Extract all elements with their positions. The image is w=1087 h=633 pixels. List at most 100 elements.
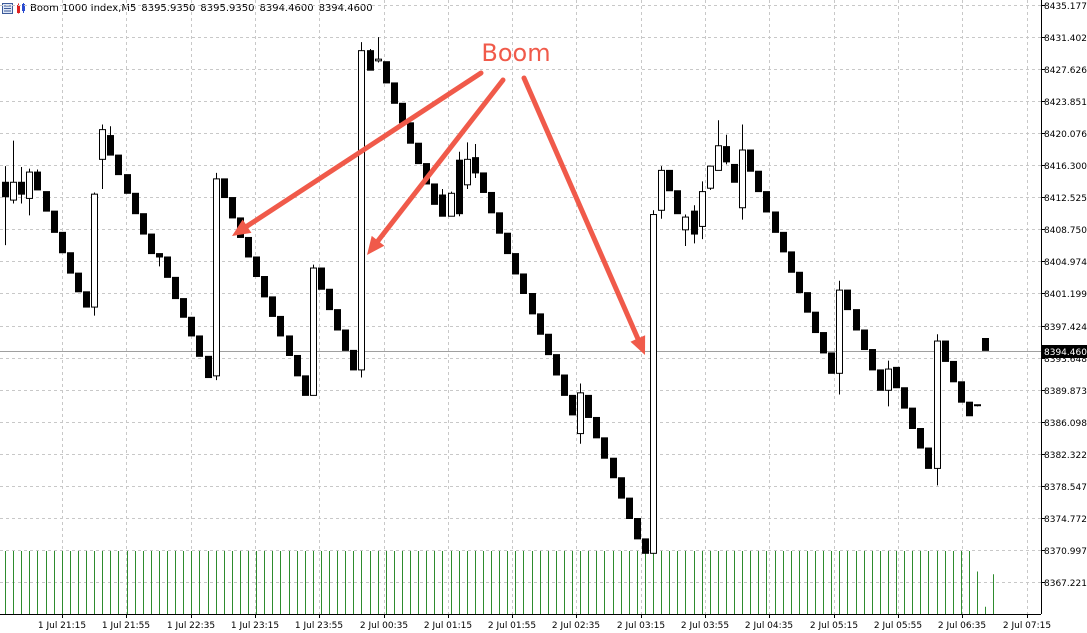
candle bbox=[950, 360, 957, 383]
candle bbox=[861, 329, 868, 351]
annotation-arrow-shaft bbox=[244, 70, 484, 229]
candle bbox=[245, 236, 252, 258]
candle-body bbox=[593, 416, 600, 439]
candle bbox=[958, 381, 965, 403]
candle bbox=[666, 169, 673, 192]
candle bbox=[140, 213, 147, 235]
candle bbox=[618, 477, 625, 499]
candle-body bbox=[682, 216, 689, 231]
candle-body bbox=[950, 360, 957, 383]
candle bbox=[844, 289, 851, 311]
candle-body bbox=[529, 292, 536, 315]
candle bbox=[715, 120, 722, 171]
candle bbox=[99, 124, 106, 190]
ohlc-high: 8395.9350 bbox=[200, 2, 255, 14]
candle bbox=[180, 298, 187, 318]
candle bbox=[367, 48, 374, 71]
candle-body bbox=[26, 171, 33, 199]
candle-body bbox=[642, 538, 649, 554]
candle-body bbox=[707, 165, 714, 189]
candle-body bbox=[277, 315, 284, 337]
candle-body bbox=[480, 172, 487, 193]
y-tick-label: 8374.7723 bbox=[1044, 515, 1087, 525]
candle-body bbox=[383, 61, 390, 84]
ohlc-close: 8394.4600 bbox=[318, 2, 373, 14]
candle bbox=[253, 256, 260, 278]
candle bbox=[448, 191, 455, 217]
candle bbox=[739, 124, 746, 220]
candle-body bbox=[148, 233, 155, 255]
candle-body bbox=[140, 213, 147, 235]
candle bbox=[780, 231, 787, 253]
candle-body bbox=[399, 102, 406, 124]
candle bbox=[294, 354, 301, 377]
candle-body bbox=[464, 158, 471, 186]
candle bbox=[877, 369, 884, 391]
candle bbox=[67, 252, 74, 274]
y-tick-label: 8416.3007 bbox=[1044, 162, 1087, 172]
candle bbox=[342, 329, 349, 351]
y-tick-label: 8435.1773 bbox=[1044, 2, 1087, 12]
candle bbox=[658, 166, 665, 219]
annotation-arrow-shaft bbox=[521, 75, 641, 342]
candle-body bbox=[828, 352, 835, 374]
candle-body bbox=[496, 212, 503, 234]
annotation-arrowhead bbox=[232, 219, 252, 236]
candle-body bbox=[10, 181, 17, 201]
candle bbox=[229, 197, 236, 219]
x-tick-label: 1 Jul 23:15 bbox=[231, 621, 279, 631]
candle-body bbox=[585, 394, 592, 418]
candle-body bbox=[820, 332, 827, 354]
candle bbox=[83, 291, 90, 308]
candle-body bbox=[650, 214, 657, 554]
candle-body bbox=[34, 171, 41, 191]
candle bbox=[172, 276, 179, 300]
candle-body bbox=[99, 129, 106, 160]
candle-body bbox=[456, 159, 463, 215]
candle bbox=[302, 375, 309, 396]
candle bbox=[553, 354, 560, 376]
candle bbox=[747, 149, 754, 172]
candle bbox=[634, 518, 641, 540]
candle bbox=[456, 151, 463, 217]
candle-body bbox=[334, 309, 341, 331]
candle-body bbox=[925, 447, 932, 469]
candle bbox=[520, 273, 527, 294]
candle bbox=[917, 428, 924, 449]
candle-body bbox=[43, 191, 50, 212]
candle-body bbox=[431, 183, 438, 205]
candle-body bbox=[634, 518, 641, 540]
candle bbox=[196, 335, 203, 357]
candle-body bbox=[836, 289, 843, 374]
candle-body bbox=[245, 236, 252, 258]
candle bbox=[205, 355, 212, 379]
y-tick-label: 8427.6267 bbox=[1044, 66, 1087, 76]
candle bbox=[415, 142, 422, 165]
x-tick-label: 1 Jul 21:15 bbox=[38, 621, 86, 631]
x-tick-label: 2 Jul 03:15 bbox=[617, 621, 665, 631]
candles-icon bbox=[17, 2, 25, 13]
candle bbox=[755, 170, 762, 193]
candle-body bbox=[747, 149, 754, 172]
candle bbox=[942, 340, 949, 362]
candle bbox=[51, 210, 58, 233]
candle bbox=[148, 233, 155, 255]
candle-body bbox=[893, 366, 900, 389]
x-tick-label: 2 Jul 00:35 bbox=[360, 621, 408, 631]
candle bbox=[383, 61, 390, 84]
candle bbox=[59, 231, 66, 254]
candle bbox=[375, 37, 382, 63]
candle bbox=[124, 174, 131, 194]
candle bbox=[699, 181, 706, 240]
y-tick-label: 8389.8736 bbox=[1044, 387, 1087, 397]
candle bbox=[674, 190, 681, 215]
candle bbox=[561, 374, 568, 396]
candle bbox=[18, 166, 25, 204]
candle-body bbox=[407, 122, 414, 144]
candle bbox=[488, 191, 495, 214]
candle-body bbox=[188, 316, 195, 337]
candle-body bbox=[253, 256, 260, 278]
